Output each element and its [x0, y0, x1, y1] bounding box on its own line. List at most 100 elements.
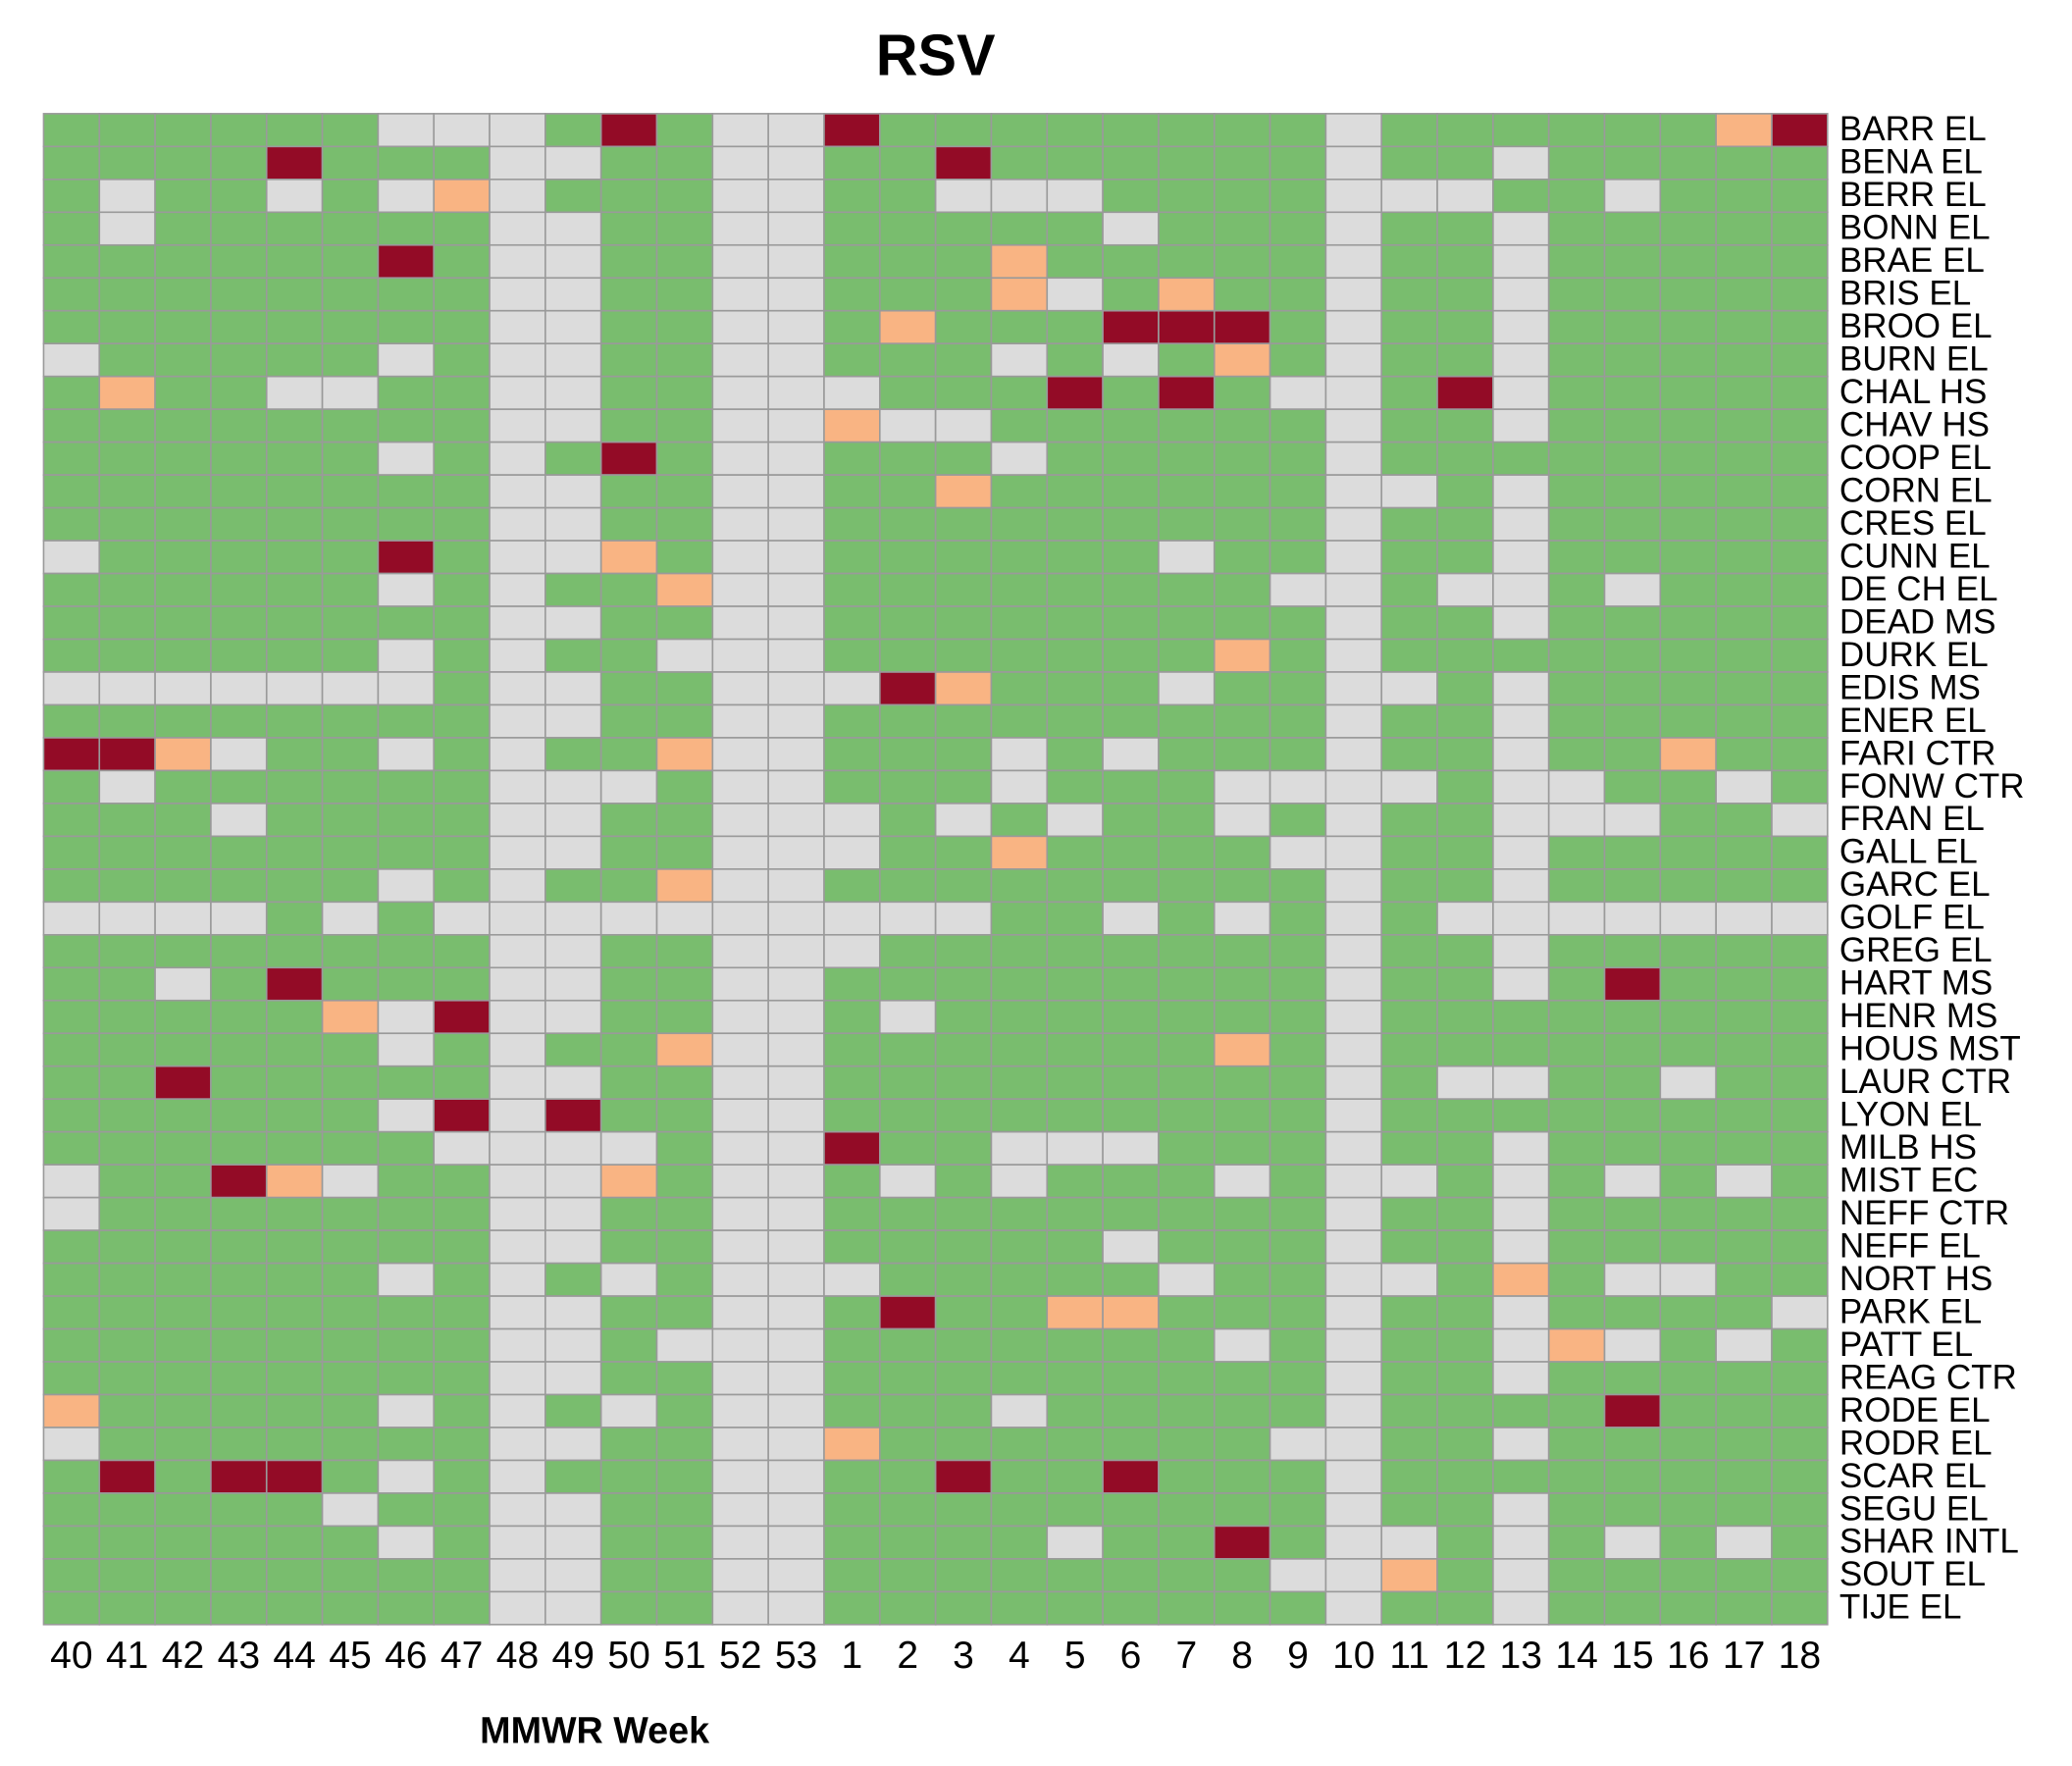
heatmap-cell — [321, 1525, 380, 1560]
heatmap-cell — [823, 1427, 881, 1462]
heatmap-cell — [767, 1590, 825, 1626]
heatmap-cell — [655, 671, 714, 706]
heatmap-cell — [934, 803, 993, 838]
heatmap-cell — [879, 1164, 937, 1199]
heatmap-cell — [1269, 1361, 1327, 1396]
heatmap-cell — [879, 1032, 937, 1067]
column-label: 16 — [1667, 1635, 1709, 1677]
heatmap-cell — [42, 474, 101, 509]
heatmap-cell — [1492, 868, 1550, 904]
column-label: 6 — [1120, 1635, 1142, 1677]
heatmap-cell — [879, 243, 937, 280]
heatmap-cell — [377, 1196, 436, 1231]
heatmap-cell — [1158, 113, 1216, 148]
heatmap-cell — [154, 1196, 212, 1231]
heatmap-cell — [599, 441, 658, 476]
heatmap-cell — [767, 1262, 825, 1297]
heatmap-cell — [1324, 1130, 1383, 1166]
heatmap-cell — [321, 934, 380, 969]
heatmap-cell — [1715, 540, 1773, 575]
heatmap-cell — [98, 1590, 156, 1626]
heatmap-cell — [1547, 1327, 1606, 1363]
heatmap-cell — [1269, 1393, 1327, 1428]
heatmap-cell — [1659, 1590, 1717, 1626]
heatmap-cell — [1547, 1262, 1606, 1297]
heatmap-cell — [1771, 1032, 1829, 1067]
heatmap-cell — [1324, 506, 1383, 542]
heatmap-cell — [599, 999, 658, 1035]
heatmap-cell — [265, 1492, 324, 1528]
heatmap-cell — [934, 1065, 993, 1101]
heatmap-cell — [433, 1262, 491, 1297]
heatmap-cell — [1603, 1361, 1662, 1396]
heatmap-cell — [1158, 1229, 1216, 1265]
heatmap-cell — [711, 145, 769, 181]
heatmap-cell — [265, 1361, 324, 1396]
heatmap-cell — [42, 1262, 101, 1297]
heatmap-cell — [321, 1327, 380, 1363]
heatmap-cell — [711, 835, 769, 870]
heatmap-cell — [599, 671, 658, 706]
heatmap-cell — [42, 277, 101, 312]
row-label: MIST EC — [1839, 1161, 1978, 1199]
heatmap-cell — [1046, 211, 1104, 246]
heatmap-cell — [1547, 474, 1606, 509]
heatmap-cell — [990, 1196, 1049, 1231]
heatmap-cell — [1158, 1492, 1216, 1528]
heatmap-cell — [321, 638, 380, 673]
heatmap-cell — [1436, 277, 1494, 312]
heatmap-cell — [823, 1164, 881, 1199]
heatmap-cell — [321, 375, 380, 410]
heatmap-cell — [655, 1295, 714, 1330]
heatmap-cell — [767, 1130, 825, 1166]
heatmap-cell — [1213, 1590, 1271, 1626]
heatmap-cell — [767, 1525, 825, 1560]
heatmap-cell — [1380, 211, 1438, 246]
heatmap-cell — [154, 441, 212, 476]
heatmap-cell — [1603, 342, 1662, 378]
heatmap-cell — [265, 638, 324, 673]
heatmap-cell — [98, 179, 156, 214]
heatmap-cell — [1324, 1393, 1383, 1428]
heatmap-cell — [1436, 1492, 1494, 1528]
heatmap-cell — [1436, 1164, 1494, 1199]
heatmap-cell — [1102, 145, 1160, 181]
heatmap-cell — [1213, 605, 1271, 641]
heatmap-cell — [655, 1590, 714, 1626]
heatmap-cell — [1715, 179, 1773, 214]
heatmap-cell — [1715, 1164, 1773, 1199]
heatmap-cell — [265, 835, 324, 870]
heatmap-cell — [1269, 605, 1327, 641]
heatmap-cell — [1269, 113, 1327, 148]
heatmap-cell — [1158, 901, 1216, 936]
heatmap-cell — [210, 1130, 268, 1166]
heatmap-cell — [42, 540, 101, 575]
row-label: NEFF CTR — [1839, 1194, 2009, 1232]
heatmap-cell — [990, 1130, 1049, 1166]
heatmap-cell — [599, 934, 658, 969]
heatmap-cell — [154, 1130, 212, 1166]
heatmap-cell — [42, 309, 101, 345]
heatmap-cell — [1158, 737, 1216, 772]
heatmap-cell — [599, 1065, 658, 1101]
heatmap-cell — [1603, 506, 1662, 542]
heatmap-cell — [1659, 1032, 1717, 1067]
heatmap-cell — [1380, 1196, 1438, 1231]
heatmap-cell — [1436, 835, 1494, 870]
heatmap-cell — [1715, 211, 1773, 246]
heatmap-cell — [377, 540, 436, 575]
heatmap-cell — [1436, 671, 1494, 706]
column-label: 49 — [552, 1635, 595, 1677]
heatmap-cell — [210, 1262, 268, 1297]
heatmap-cell — [1715, 1196, 1773, 1231]
heatmap-cell — [1158, 638, 1216, 673]
heatmap-cell — [711, 113, 769, 148]
heatmap-cell — [1715, 408, 1773, 443]
heatmap-cell — [990, 934, 1049, 969]
heatmap-cell — [1324, 1196, 1383, 1231]
heatmap-cell — [767, 769, 825, 805]
heatmap-cell — [599, 408, 658, 443]
heatmap-cell — [767, 1361, 825, 1396]
heatmap-cell — [1492, 1590, 1550, 1626]
heatmap-cell — [154, 572, 212, 607]
